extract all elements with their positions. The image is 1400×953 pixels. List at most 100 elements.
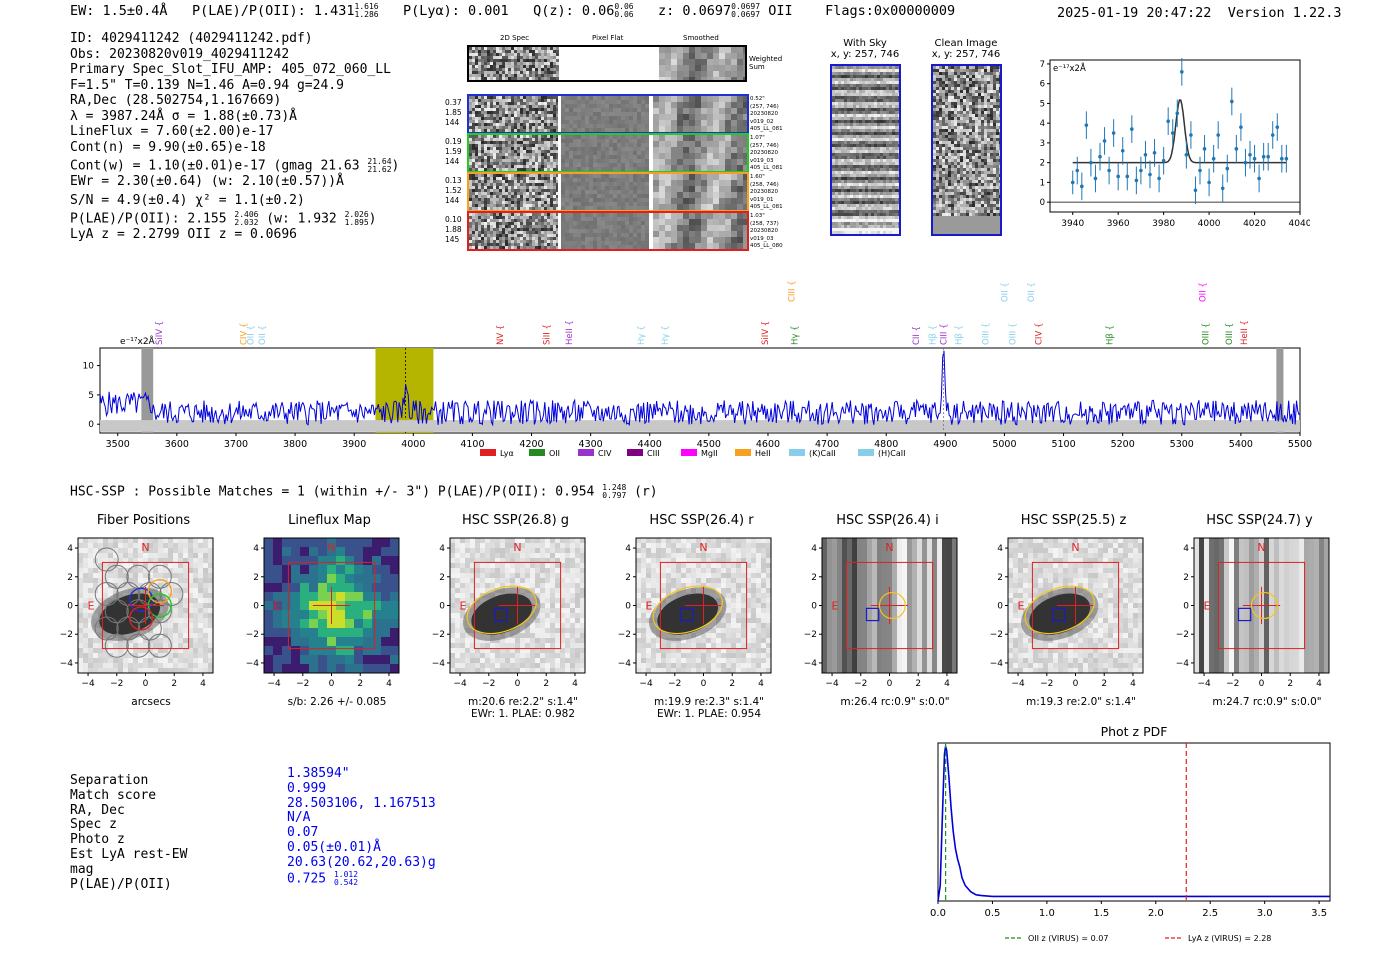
image-pixel bbox=[470, 578, 475, 583]
image-pixel bbox=[1113, 618, 1118, 623]
image-pixel bbox=[1038, 583, 1043, 588]
image-pixel bbox=[203, 543, 208, 548]
image-pixel bbox=[183, 573, 188, 578]
image-pixel bbox=[153, 563, 158, 568]
image-pixel bbox=[1038, 578, 1043, 583]
image-pixel bbox=[726, 558, 731, 563]
lineflux-pixel bbox=[363, 664, 372, 673]
image-pixel bbox=[88, 553, 93, 558]
image-pixel bbox=[1018, 638, 1023, 643]
image-pixel bbox=[173, 543, 178, 548]
image-pixel bbox=[178, 643, 183, 648]
image-pixel bbox=[193, 603, 198, 608]
lineflux-pixel bbox=[390, 547, 399, 556]
image-pixel bbox=[143, 653, 148, 658]
image-pixel bbox=[198, 638, 203, 643]
image-pixel bbox=[515, 658, 520, 663]
image-pixel bbox=[1063, 563, 1068, 568]
image-pixel bbox=[450, 668, 455, 673]
image-pixel bbox=[741, 623, 746, 628]
lineflux-pixel bbox=[273, 556, 282, 565]
image-pixel bbox=[661, 558, 666, 563]
image-pixel bbox=[671, 573, 676, 578]
image-pixel bbox=[711, 658, 716, 663]
image-pixel bbox=[470, 638, 475, 643]
lineflux-pixel bbox=[345, 583, 354, 592]
image-pixel bbox=[203, 588, 208, 593]
image-pixel bbox=[1078, 633, 1083, 638]
image-pixel bbox=[766, 628, 771, 633]
image-pixel bbox=[128, 578, 133, 583]
image-pixel bbox=[178, 608, 183, 613]
lineflux-pixel bbox=[345, 565, 354, 574]
image-pixel bbox=[746, 578, 751, 583]
panel-xtick-label: 4 bbox=[572, 679, 578, 689]
image-pixel bbox=[696, 668, 701, 673]
image-pixel bbox=[535, 648, 540, 653]
info-contn: Cont(n) = 9.90(±0.65)e-18 bbox=[70, 139, 266, 155]
image-pixel bbox=[108, 583, 113, 588]
image-pixel bbox=[716, 658, 721, 663]
image-pixel bbox=[756, 548, 761, 553]
image-pixel bbox=[1048, 578, 1053, 583]
image-pixel bbox=[731, 593, 736, 598]
aperture-box bbox=[473, 561, 562, 650]
image-pixel bbox=[636, 643, 641, 648]
image-pixel bbox=[641, 668, 646, 673]
image-pixel bbox=[98, 653, 103, 658]
image-pixel bbox=[525, 668, 530, 673]
image-pixel bbox=[138, 568, 143, 573]
image-pixel bbox=[555, 658, 560, 663]
image-pixel bbox=[193, 548, 198, 553]
image-pixel bbox=[1028, 538, 1033, 543]
image-pixel bbox=[203, 613, 208, 618]
image-pixel bbox=[721, 568, 726, 573]
image-pixel bbox=[143, 538, 148, 543]
lineflux-pixel bbox=[372, 628, 381, 637]
zoom-data-point bbox=[1139, 168, 1143, 173]
image-pixel bbox=[1108, 563, 1113, 568]
image-pixel bbox=[203, 633, 208, 638]
image-pixel bbox=[520, 658, 525, 663]
image-pixel bbox=[148, 663, 153, 668]
lineflux-pixel bbox=[363, 565, 372, 574]
image-pixel bbox=[555, 618, 560, 623]
image-pixel bbox=[480, 553, 485, 558]
image-pixel bbox=[455, 593, 460, 598]
image-pixel bbox=[691, 583, 696, 588]
image-pixel bbox=[726, 593, 731, 598]
image-pixel bbox=[1083, 638, 1088, 643]
image-pixel bbox=[1093, 538, 1098, 543]
lineflux-pixel bbox=[345, 628, 354, 637]
image-pixel bbox=[183, 668, 188, 673]
emission-line-label: CIII { bbox=[940, 323, 950, 345]
image-column bbox=[822, 538, 827, 673]
image-pixel bbox=[761, 538, 766, 543]
image-pixel bbox=[1013, 658, 1018, 663]
image-pixel bbox=[570, 613, 575, 618]
image-pixel bbox=[1093, 643, 1098, 648]
image-column bbox=[832, 538, 837, 673]
image-pixel bbox=[88, 628, 93, 633]
image-pixel bbox=[711, 648, 716, 653]
panel-xtick-label: 4 bbox=[1316, 679, 1322, 689]
east-label: E bbox=[87, 600, 94, 613]
image-pixel bbox=[495, 638, 500, 643]
panel-xtick-label: 2 bbox=[1101, 679, 1107, 689]
image-pixel bbox=[78, 623, 83, 628]
image-pixel bbox=[691, 663, 696, 668]
image-pixel bbox=[741, 638, 746, 643]
image-pixel bbox=[1113, 553, 1118, 558]
image-pixel bbox=[103, 668, 108, 673]
north-label: N bbox=[885, 541, 893, 554]
image-pixel bbox=[1063, 638, 1068, 643]
image-pixel bbox=[1008, 548, 1013, 553]
image-pixel bbox=[455, 573, 460, 578]
image-pixel bbox=[1113, 588, 1118, 593]
full-xtick-label: 5100 bbox=[1051, 439, 1075, 450]
lineflux-pixel bbox=[363, 538, 372, 547]
image-pixel bbox=[570, 598, 575, 603]
image-pixel bbox=[168, 563, 173, 568]
image-pixel bbox=[580, 613, 585, 618]
image-pixel bbox=[183, 593, 188, 598]
